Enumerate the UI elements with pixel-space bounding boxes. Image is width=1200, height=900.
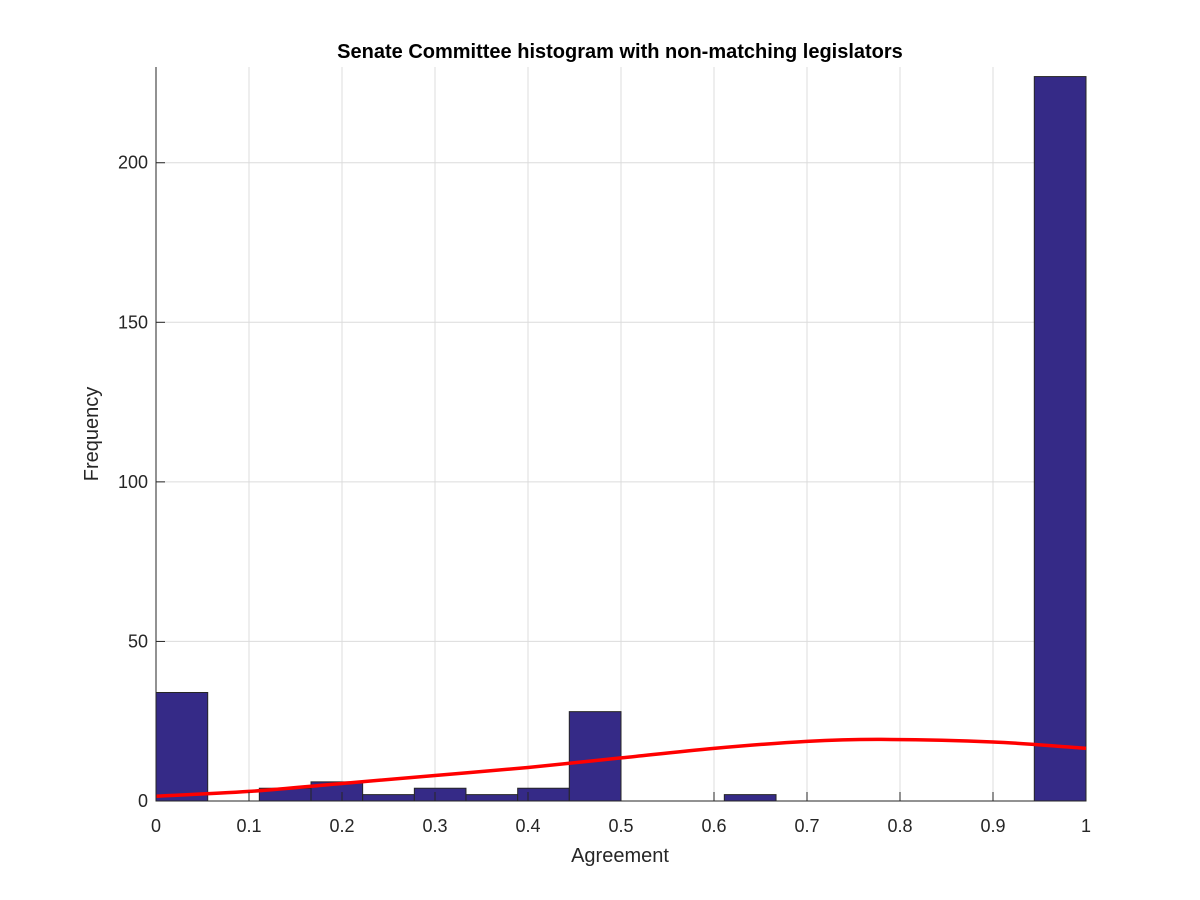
x-tick-label: 0.3 [422, 816, 447, 836]
histogram-bar [465, 794, 519, 802]
histogram-bar [413, 787, 467, 802]
histogram-bar [362, 794, 415, 802]
x-tick-label: 0.5 [608, 816, 633, 836]
x-tick-label: 0.4 [515, 816, 540, 836]
histogram-bars [155, 76, 1087, 802]
x-tick-label: 1 [1081, 816, 1091, 836]
x-axis-label: Agreement [571, 845, 669, 867]
fit-curve-layer [155, 737, 1087, 798]
x-tick-label: 0.9 [980, 816, 1005, 836]
grid [156, 67, 1086, 801]
y-axis-label: Frequency [81, 387, 103, 482]
x-tick-label: 0.7 [794, 816, 819, 836]
x-tick-label: 0.2 [329, 816, 354, 836]
x-tick-label: 0.8 [887, 816, 912, 836]
fit-curve [155, 737, 1087, 798]
histogram-bar [568, 711, 622, 802]
y-tick-label: 150 [118, 312, 148, 332]
chart-title: Senate Committee histogram with non-matc… [337, 41, 903, 63]
y-tick-label: 100 [118, 472, 148, 492]
x-tick-label: 0 [151, 816, 161, 836]
y-tick-label: 0 [138, 791, 148, 811]
tick-labels: 0 0.1 0.2 0.3 0.4 0.5 0.6 0.7 0.8 0.9 1 0 50 100 150 20… [118, 153, 1091, 836]
x-tick-label: 0.6 [701, 816, 726, 836]
histogram-bar [155, 691, 209, 802]
x-tick-label: 0.1 [236, 816, 261, 836]
histogram-bar [1033, 76, 1087, 802]
axes [155, 67, 1087, 802]
y-tick-label: 50 [128, 631, 148, 651]
histogram-bar [723, 794, 777, 802]
histogram-bar [517, 787, 570, 802]
y-tick-label: 200 [118, 153, 148, 173]
